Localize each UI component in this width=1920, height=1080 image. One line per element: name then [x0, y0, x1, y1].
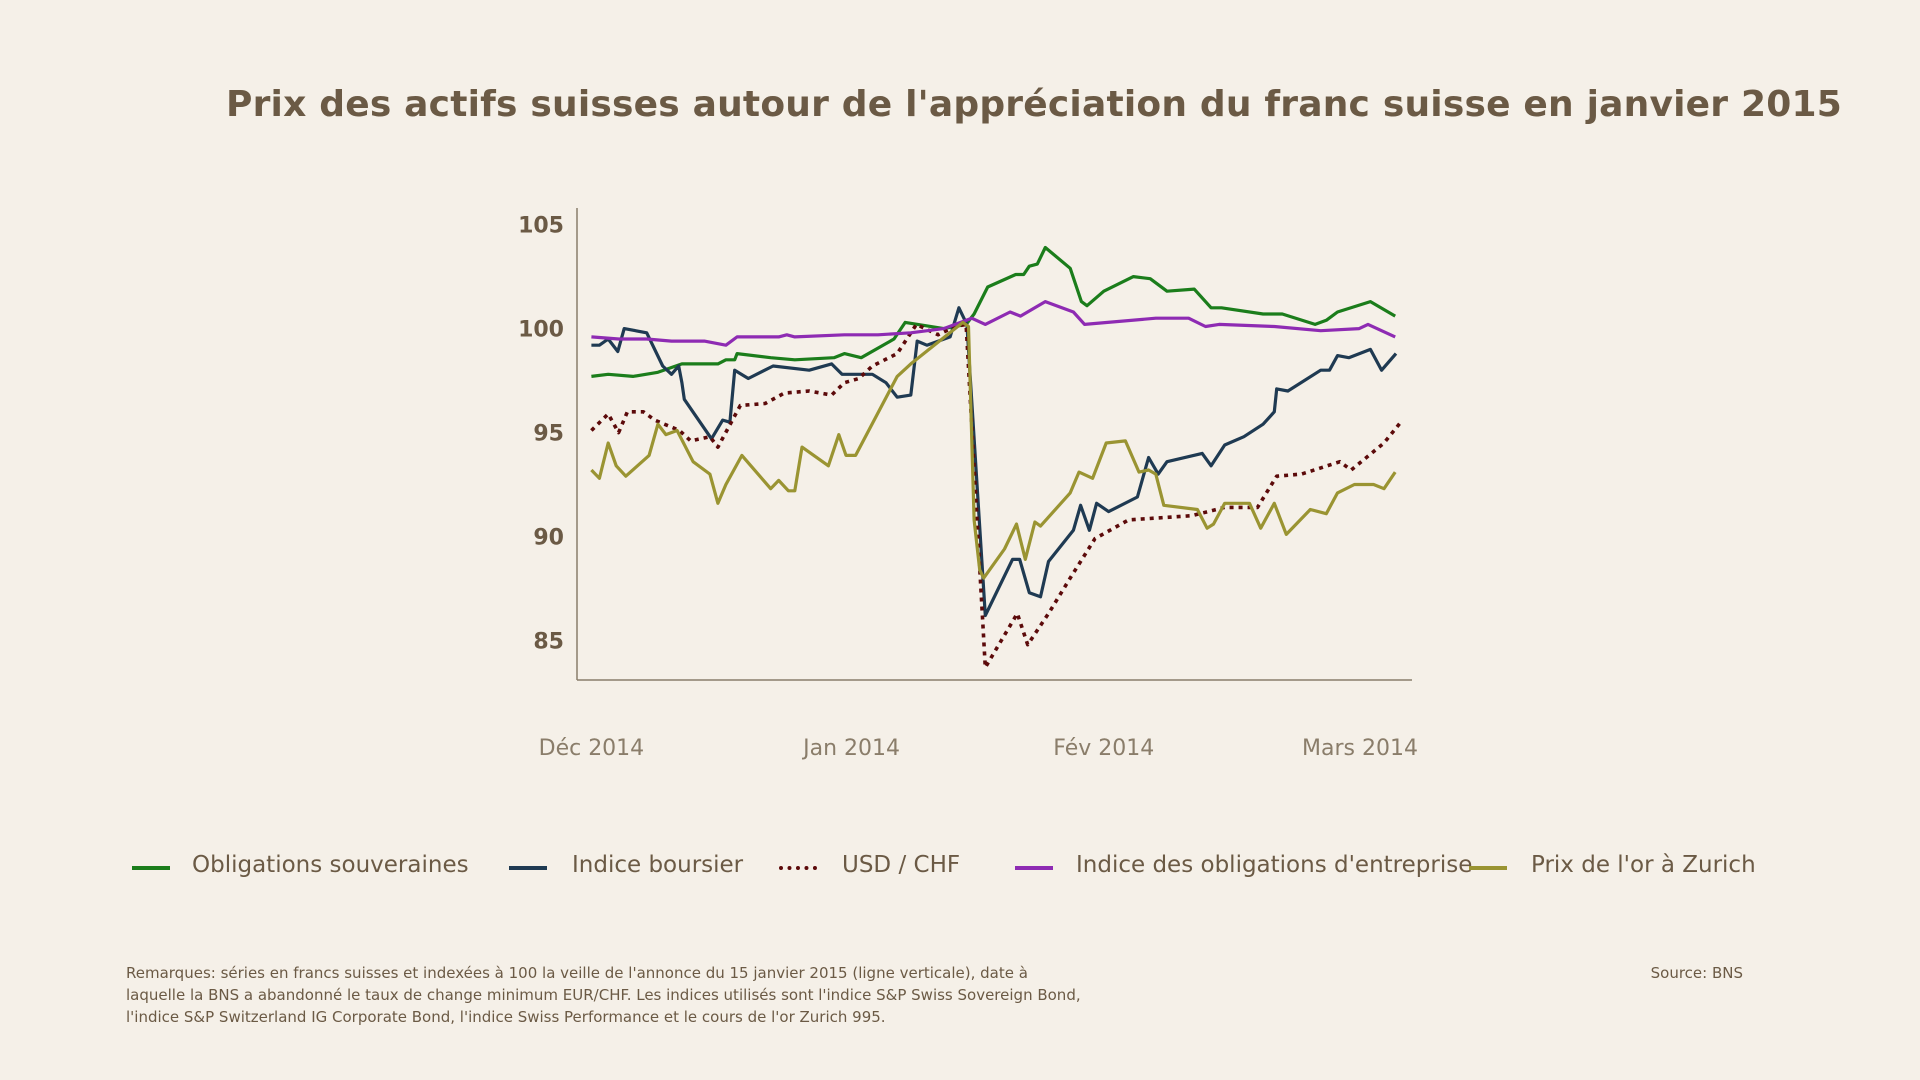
y-tick-label: 100: [518, 318, 564, 343]
legend-swatch: [779, 866, 817, 870]
legend-label: Indice des obligations d'entreprise: [1076, 852, 1473, 878]
x-tick-label: Fév 2014: [1053, 736, 1154, 761]
x-tick-label: Jan 2014: [801, 736, 900, 761]
legend-swatch: [1015, 866, 1053, 870]
legend-swatch: [1469, 866, 1507, 870]
y-tick-label: 95: [533, 422, 564, 447]
y-tick-label: 85: [533, 629, 564, 654]
x-tick-label: Mars 2014: [1302, 736, 1418, 761]
x-tick-label: Déc 2014: [539, 736, 645, 761]
series-line-usd-chf: [590, 322, 1403, 670]
legend-swatch: [132, 866, 170, 870]
legend-label: USD / CHF: [842, 852, 961, 878]
legend-label: Indice boursier: [572, 852, 744, 878]
series-line-prix-de-l-or-zurich: [590, 320, 1397, 580]
series-line-indice-des-obligations-d-entreprise: [591, 300, 1396, 347]
legend: Obligations souveraines Indice boursier …: [0, 850, 1920, 884]
line-chart: 85 90 95 100 105 Déc 2014 Jan 2014 Fév 2014 Mars…: [518, 208, 1418, 761]
series-line-obligations-souveraines: [591, 245, 1397, 378]
series-line-indice-boursier: [591, 306, 1398, 618]
y-tick-label: 90: [533, 526, 564, 551]
legend-label: Obligations souveraines: [192, 852, 469, 878]
chart-source: Source: BNS: [1650, 964, 1743, 982]
legend-swatch: [509, 866, 547, 870]
chart-notes: Remarques: séries en francs suisses et i…: [126, 964, 1081, 1026]
chart-title: Prix des actifs suisses autour de l'appr…: [226, 84, 1842, 125]
y-tick-label: 105: [518, 214, 564, 239]
legend-label: Prix de l'or à Zurich: [1531, 852, 1756, 878]
